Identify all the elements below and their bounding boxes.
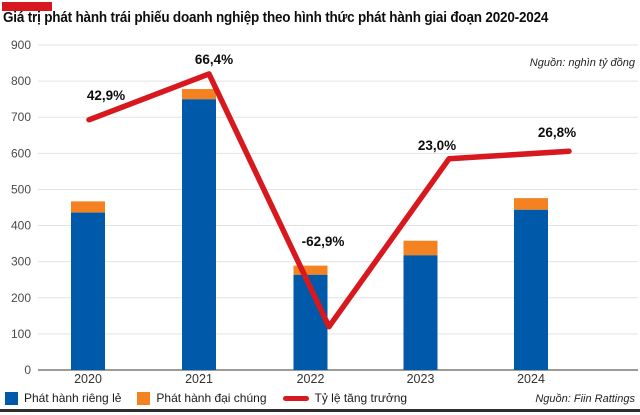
bar-2021-public — [182, 89, 216, 100]
y-tick-label: 200 — [11, 291, 31, 305]
x-tick-label-2022: 2022 — [297, 372, 325, 386]
y-tick-label: 500 — [11, 182, 31, 196]
y-tick-label: 600 — [11, 146, 31, 160]
unit-note: Nguồn: nghìn tỷ đồng — [529, 57, 635, 69]
bar-2021-private — [182, 99, 216, 371]
y-tick-label: 0 — [24, 363, 31, 377]
bar-2020-private — [71, 212, 105, 370]
y-tick-label: 700 — [11, 110, 31, 124]
growth-label-2020: 42,9% — [87, 88, 125, 103]
legend-swatch-growth-icon — [282, 395, 309, 401]
growth-label-2023: 23,0% — [418, 138, 456, 153]
bar-2023-private — [403, 255, 438, 370]
legend-swatch-private-icon — [5, 391, 18, 405]
x-tick-label-2020: 2020 — [74, 372, 102, 386]
legend-label-public: Phát hành đại chúng — [156, 391, 267, 405]
legend-label-private: Phát hành riêng lẻ — [24, 391, 122, 405]
chart-title: Giá trị phát hành trái phiếu doanh nghiệ… — [3, 10, 549, 26]
legend-item-growth: Tỷ lệ tăng trưởng — [282, 391, 408, 405]
legend: Phát hành riêng lẻ Phát hành đại chúng T… — [5, 391, 407, 405]
x-tick-label-2024: 2024 — [517, 372, 545, 386]
bar-2022-public — [293, 265, 328, 275]
legend-swatch-public-icon — [137, 391, 151, 405]
bar-2020-public — [71, 201, 105, 213]
bottom-rule — [0, 409, 640, 412]
y-tick-label: 100 — [11, 327, 31, 341]
y-tick-label: 800 — [11, 74, 31, 88]
growth-label-2022: -62,9% — [302, 234, 345, 249]
legend-label-growth: Tỷ lệ tăng trưởng — [314, 391, 408, 405]
legend-item-private: Phát hành riêng lẻ — [5, 391, 121, 405]
source-note: Nguồn: Fiin Rattings — [535, 393, 635, 405]
bar-2024-public — [514, 198, 548, 210]
x-tick-label-2023: 2023 — [407, 372, 435, 386]
growth-label-2024: 26,8% — [538, 125, 576, 140]
y-tick-label: 400 — [11, 219, 31, 233]
x-tick-label-2021: 2021 — [185, 372, 213, 386]
growth-label-2021: 66,4% — [195, 52, 233, 67]
y-tick-label: 900 — [11, 38, 31, 52]
y-tick-label: 300 — [11, 255, 31, 269]
legend-item-public: Phát hành đại chúng — [137, 391, 267, 405]
bar-2024-private — [514, 209, 548, 370]
bar-2023-public — [403, 240, 438, 256]
growth-line — [86, 71, 572, 330]
accent-bar — [2, 2, 52, 11]
